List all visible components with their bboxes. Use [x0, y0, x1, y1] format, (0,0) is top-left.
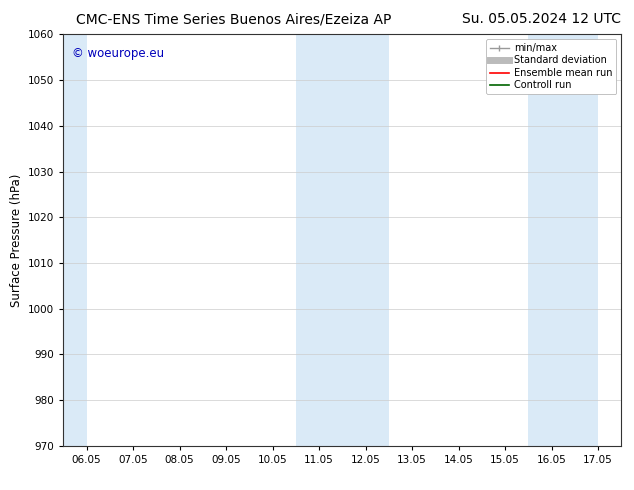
Bar	[528, 34, 598, 446]
Legend: min/max, Standard deviation, Ensemble mean run, Controll run: min/max, Standard deviation, Ensemble me…	[486, 39, 616, 94]
Text: CMC-ENS Time Series Buenos Aires/Ezeiza AP: CMC-ENS Time Series Buenos Aires/Ezeiza …	[76, 12, 391, 26]
Bar	[63, 34, 87, 446]
Y-axis label: Surface Pressure (hPa): Surface Pressure (hPa)	[10, 173, 23, 307]
Text: © woeurope.eu: © woeurope.eu	[72, 47, 164, 60]
Bar	[296, 34, 389, 446]
Text: Su. 05.05.2024 12 UTC: Su. 05.05.2024 12 UTC	[462, 12, 621, 26]
